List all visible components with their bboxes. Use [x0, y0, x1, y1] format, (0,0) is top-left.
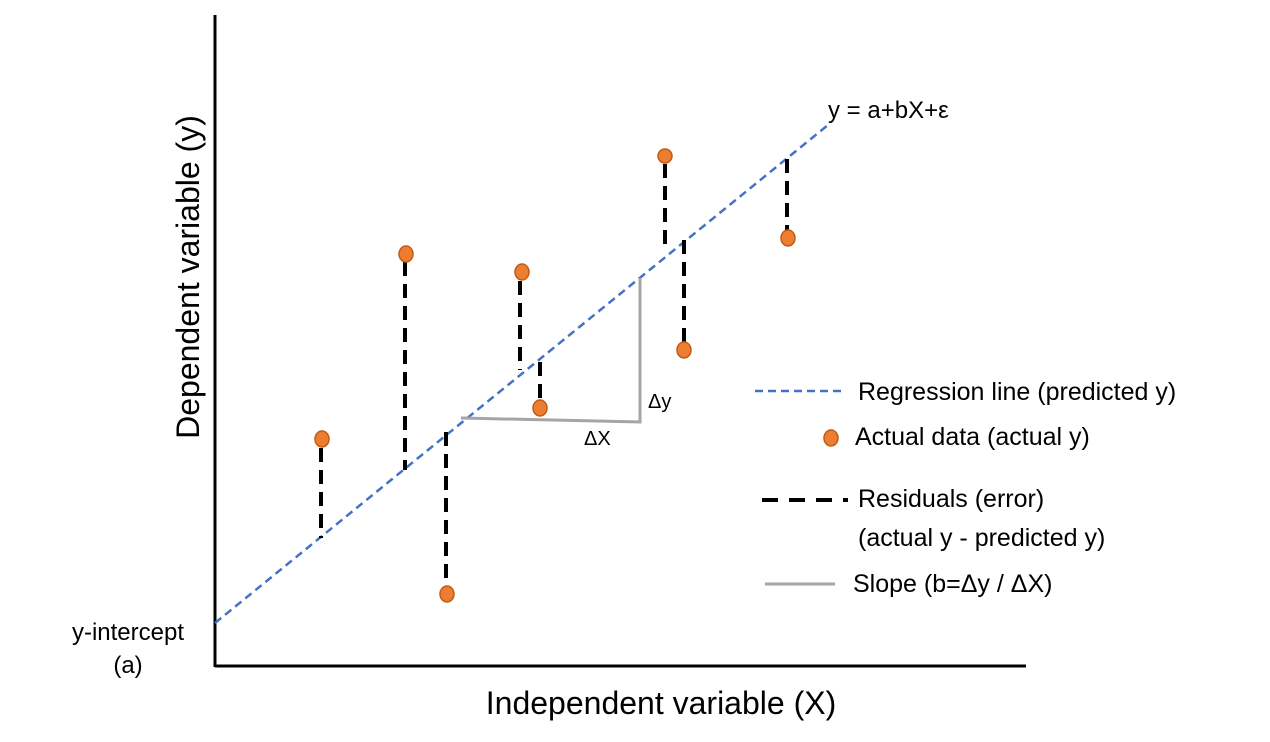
data-point: [657, 148, 673, 164]
delta-x-label: ΔX: [584, 428, 611, 450]
data-point: [439, 585, 455, 603]
regression-line: [214, 124, 829, 624]
data-point: [514, 263, 530, 281]
legend: Regression line (predicted y) Actual dat…: [755, 378, 1176, 598]
data-point: [676, 341, 692, 359]
data-points: [314, 148, 796, 603]
residuals: [319, 159, 789, 584]
legend-regression-label: Regression line (predicted y): [858, 378, 1176, 406]
legend-residual-label: Residuals (error): [858, 485, 1044, 513]
y-intercept-label: y-intercept: [72, 619, 184, 646]
legend-slope-label: Slope (b=Δy / ΔX): [853, 570, 1052, 598]
data-point: [398, 245, 414, 263]
legend-residual-sublabel: (actual y - predicted y): [858, 524, 1105, 552]
legend-actual-label: Actual data (actual y): [855, 423, 1090, 451]
x-axis-title: Independent variable (X): [486, 685, 836, 721]
y-intercept-sublabel: (a): [113, 652, 142, 679]
data-point: [532, 399, 548, 417]
data-point: [780, 229, 796, 247]
legend-actual-swatch: [823, 429, 839, 447]
data-point: [314, 430, 330, 448]
y-axis-title: Dependent variable (y): [170, 115, 206, 439]
slope-triangle: [460, 278, 642, 424]
delta-y-label: Δy: [648, 391, 671, 413]
equation-label: y = a+bX+ε: [828, 97, 949, 124]
